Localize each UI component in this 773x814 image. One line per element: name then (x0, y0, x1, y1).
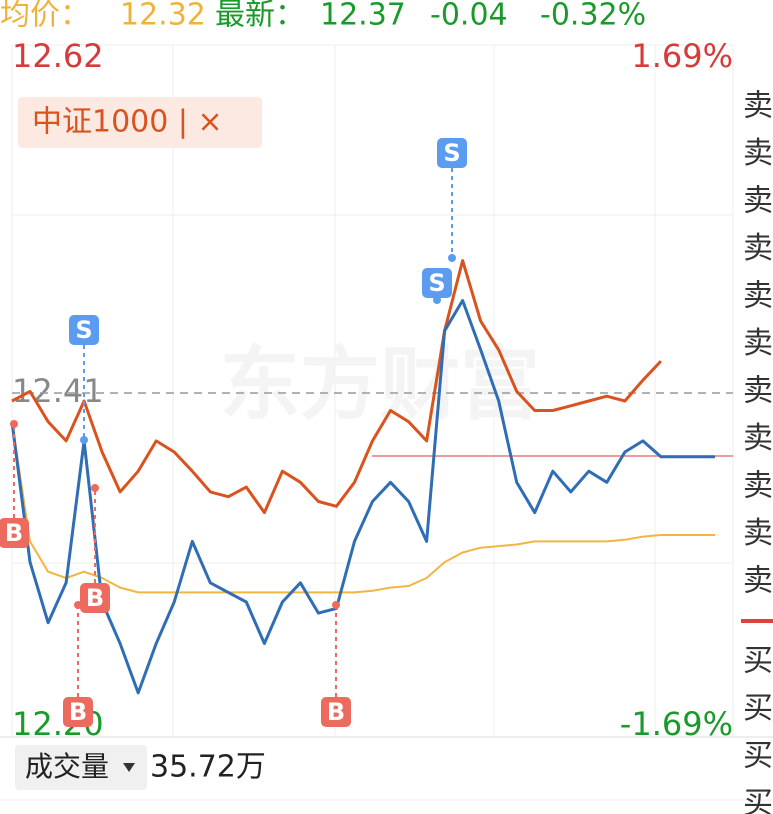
marker-box (437, 138, 467, 168)
sell-label: 卖 (743, 516, 773, 551)
series-line (11, 259, 662, 515)
series-line (11, 421, 715, 594)
buy-label: 买 (743, 786, 773, 814)
marker-dot (448, 254, 456, 262)
marker-box (63, 697, 93, 727)
sell-label: 卖 (743, 374, 773, 409)
marker-box (80, 583, 110, 613)
marker-label: B (5, 519, 23, 547)
marker-box (0, 518, 29, 548)
marker-label: B (86, 584, 104, 612)
dropdown-icon[interactable] (123, 763, 135, 772)
grid (0, 44, 773, 801)
buy-label: 买 (743, 644, 773, 679)
marker-label: S (428, 269, 445, 297)
marker-dot (332, 601, 340, 609)
avg-label: 均价： (0, 0, 90, 33)
buy-label: 买 (743, 691, 773, 726)
index-tag-bg[interactable] (18, 97, 262, 148)
y-tick-label: 12.41 (12, 372, 104, 410)
marker-dot (91, 484, 99, 492)
index-tag[interactable]: 中证1000 | × (32, 105, 223, 140)
buy-label: 买 (743, 739, 773, 774)
last-label: 最新： (215, 0, 305, 33)
sell-label: 卖 (743, 421, 773, 456)
avg-value: 12.32 (120, 0, 206, 33)
sell-label: 卖 (743, 279, 773, 314)
y-tick-label: 12.62 (12, 37, 104, 75)
watermark: 东方财富 (220, 338, 540, 431)
marker-dot (80, 436, 88, 444)
last-value: 12.37 (320, 0, 406, 33)
marker-dot (74, 601, 82, 609)
marker-box (69, 315, 99, 345)
marker-box (321, 697, 351, 727)
marker-label: S (75, 316, 92, 344)
y2-tick-label: 1.69% (631, 37, 733, 75)
sell-label: 卖 (743, 231, 773, 266)
sell-label: 卖 (743, 326, 773, 361)
change: -0.04 (430, 0, 508, 33)
sell-label: 卖 (743, 184, 773, 219)
sell-label: 卖 (743, 89, 773, 124)
marker-label: B (69, 698, 87, 726)
marker-label: S (443, 139, 460, 167)
sell-label: 卖 (743, 136, 773, 171)
sell-label: 卖 (743, 469, 773, 504)
volume-value: 35.72万 (150, 750, 266, 785)
sell-label: 卖 (743, 564, 773, 599)
volume-label[interactable]: 成交量 (25, 750, 109, 783)
change-pct: -0.32% (540, 0, 646, 33)
marker-box (422, 268, 452, 298)
series-line (10, 299, 715, 695)
marker-dot (10, 420, 18, 428)
y2-tick-label: -1.69% (620, 705, 733, 743)
marker-label: B (327, 698, 345, 726)
volume-selector[interactable] (15, 745, 147, 790)
